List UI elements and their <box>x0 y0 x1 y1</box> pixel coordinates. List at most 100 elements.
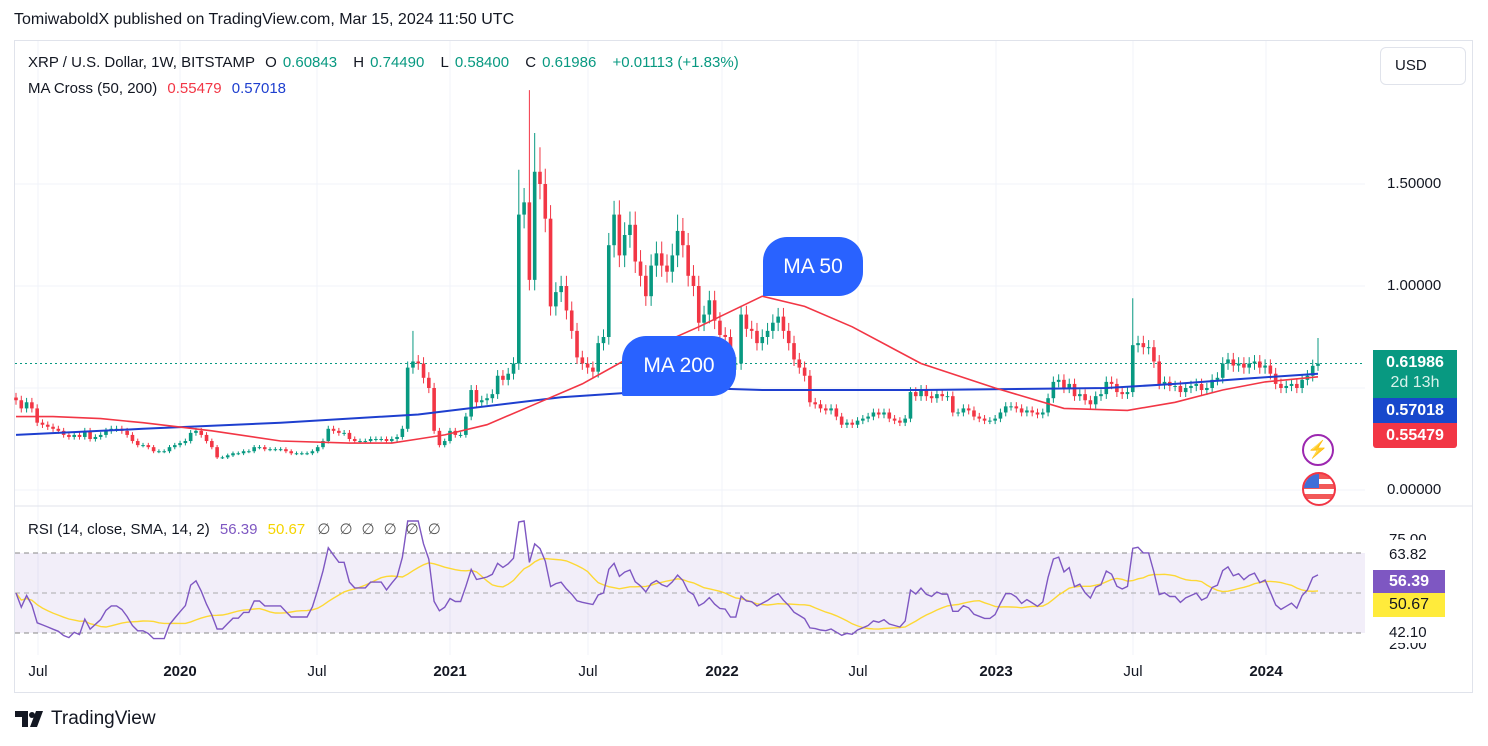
candle-body <box>135 441 140 446</box>
candle-body <box>358 441 362 443</box>
candle-body <box>40 422 45 425</box>
candle-body <box>882 412 886 415</box>
candle-body <box>802 367 807 376</box>
candle-body <box>792 343 796 360</box>
candle-body <box>749 328 754 331</box>
candle-body <box>437 430 442 446</box>
candle-body <box>352 439 357 442</box>
us-flag-icon[interactable] <box>1302 472 1336 506</box>
candle-body <box>988 420 992 422</box>
tradingview-wordmark: TradingView <box>51 708 156 729</box>
ma-cross-legend[interactable]: MA Cross (50, 200) 0.55479 0.57018 <box>28 80 286 97</box>
candle-body <box>1162 381 1167 384</box>
candle-body <box>532 171 537 280</box>
candle-body <box>157 451 161 453</box>
candle-body <box>871 412 876 417</box>
time-tick: Jul <box>28 663 48 680</box>
candle-body <box>368 439 373 442</box>
candle-body <box>342 432 346 434</box>
candle-body <box>691 275 696 286</box>
candle-body <box>718 320 722 335</box>
candle-body <box>199 430 204 435</box>
candle-body <box>315 447 320 452</box>
candle-body <box>1252 361 1257 364</box>
candle-body <box>432 388 436 431</box>
ma50-annotation[interactable]: MA 50 <box>763 237 863 296</box>
candle-body <box>1088 400 1093 405</box>
time-tick: Jul <box>307 663 327 680</box>
candle-body <box>956 412 960 414</box>
candle-body <box>204 434 209 442</box>
candle-body <box>1046 398 1050 413</box>
candle-body <box>644 275 648 297</box>
candle-body <box>681 230 685 246</box>
candle-body <box>1300 379 1304 388</box>
candle-body <box>834 408 839 417</box>
candle-body <box>786 330 791 344</box>
rsi-line <box>15 520 1319 640</box>
candle-body <box>257 447 262 449</box>
candle-body <box>855 420 860 425</box>
candle-body <box>585 363 590 368</box>
candle-body <box>210 441 214 448</box>
last-price-value: 0.61986 <box>1386 354 1444 371</box>
candle-body <box>1236 363 1241 366</box>
candle-body <box>411 361 415 368</box>
candle-body <box>67 434 71 437</box>
tradingview-logo-icon <box>15 711 43 727</box>
ma200-value: 0.57018 <box>231 80 287 97</box>
candle-body <box>146 445 151 448</box>
rsi-legend[interactable]: RSI (14, close, SMA, 14, 2) 56.39 50.67 … <box>28 520 450 538</box>
candle-body <box>1067 383 1072 388</box>
candle-body <box>1242 363 1246 368</box>
empty-value: ∅ <box>339 521 353 538</box>
open-value: 0.60843 <box>282 54 338 71</box>
candle-body <box>1295 383 1299 388</box>
candle-body <box>1035 412 1040 415</box>
empty-value: ∅ <box>405 521 419 538</box>
candle-body <box>919 390 923 397</box>
tradingview-logo[interactable]: TradingView <box>15 708 156 730</box>
candle-body <box>98 434 103 437</box>
candle-body <box>601 337 606 344</box>
candle-body <box>1003 406 1008 413</box>
lightning-icon[interactable]: ⚡ <box>1302 434 1334 466</box>
candle-body <box>1099 394 1103 397</box>
candle-body <box>612 214 616 246</box>
candle-body <box>1083 394 1087 401</box>
candle-body <box>876 412 881 415</box>
candle-body <box>363 441 368 443</box>
candle-body <box>633 224 638 262</box>
candle-body <box>1157 361 1162 384</box>
candle-body <box>331 428 336 431</box>
candle-body <box>1268 365 1273 374</box>
candle-body <box>384 439 389 442</box>
ma200-annotation[interactable]: MA 200 <box>622 336 736 396</box>
candle-body <box>511 363 516 374</box>
candle-body <box>93 436 98 439</box>
currency-button[interactable]: USD <box>1380 47 1466 85</box>
rsi-tick: 25.00 <box>1389 643 1427 652</box>
candle-body <box>215 447 219 458</box>
candle-body <box>268 449 272 451</box>
candle-body <box>1025 410 1029 413</box>
candle-body <box>760 337 765 344</box>
candle-body <box>35 408 39 423</box>
candle-body <box>241 451 246 454</box>
rsi-sma-value: 50.67 <box>267 521 306 538</box>
candle-body <box>130 434 135 442</box>
low-value: 0.58400 <box>454 54 510 71</box>
candle-body <box>554 292 558 307</box>
candle-body <box>929 396 934 399</box>
close-value: 0.61986 <box>542 54 597 71</box>
candle-body <box>839 416 844 425</box>
candle-body <box>442 441 447 446</box>
candle-body <box>1199 383 1204 391</box>
candle-body <box>1284 385 1289 388</box>
candles <box>14 90 1320 459</box>
symbol-title: XRP / U.S. Dollar, 1W, BITSTAMP <box>28 54 255 71</box>
candle-body <box>14 397 18 401</box>
candle-body <box>972 410 976 417</box>
candle-body <box>1040 412 1045 415</box>
